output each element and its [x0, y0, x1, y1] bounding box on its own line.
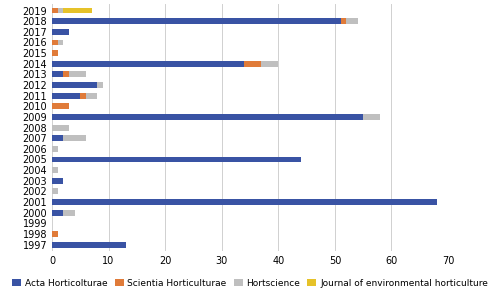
- Bar: [52, 103, 69, 109]
- Bar: [52, 93, 80, 98]
- Bar: [52, 242, 126, 248]
- Bar: [52, 157, 301, 162]
- Bar: [52, 18, 341, 24]
- Bar: [52, 82, 97, 88]
- Bar: [52, 146, 58, 152]
- Bar: [64, 210, 74, 216]
- Bar: [346, 18, 358, 24]
- Bar: [97, 82, 103, 88]
- Bar: [58, 8, 64, 14]
- Bar: [52, 231, 58, 237]
- Bar: [52, 61, 244, 67]
- Bar: [52, 39, 58, 45]
- Bar: [244, 61, 262, 67]
- Bar: [69, 71, 86, 77]
- Bar: [52, 178, 64, 184]
- Bar: [52, 50, 58, 56]
- Bar: [262, 61, 278, 67]
- Bar: [64, 135, 86, 141]
- Bar: [52, 188, 58, 194]
- Bar: [52, 167, 58, 173]
- Bar: [52, 8, 58, 14]
- Bar: [86, 93, 97, 98]
- Bar: [52, 135, 64, 141]
- Bar: [64, 8, 92, 14]
- Bar: [80, 93, 86, 98]
- Bar: [52, 210, 64, 216]
- Bar: [52, 114, 363, 120]
- Bar: [52, 125, 69, 131]
- Bar: [58, 39, 64, 45]
- Bar: [52, 199, 436, 205]
- Bar: [64, 71, 69, 77]
- Bar: [363, 114, 380, 120]
- Bar: [340, 18, 346, 24]
- Bar: [52, 29, 69, 35]
- Legend: Acta Horticolturae, Scientia Horticulturae, Hortscience, Journal of environmenta: Acta Horticolturae, Scientia Horticultur…: [8, 275, 492, 291]
- Bar: [52, 71, 64, 77]
